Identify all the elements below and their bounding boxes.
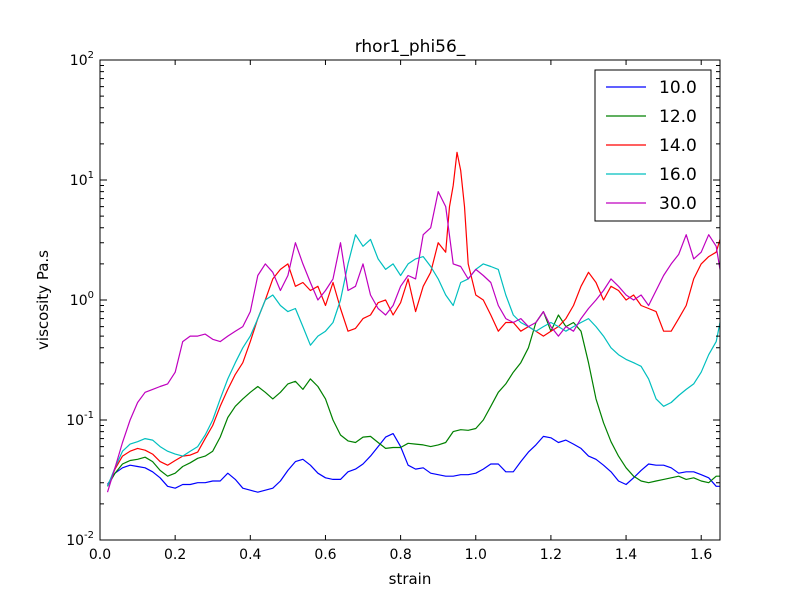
x-tick-label: 0.4 — [239, 547, 261, 563]
series-layer — [106, 151, 721, 493]
tick-layer: 0.0 0.2 0.4 0.6 0.8 1.0 1.2 1.4 1.6 10-2 10-1 100 10… — [66, 50, 720, 563]
x-tick-label: 1.4 — [615, 547, 637, 563]
chart-title: rhor1_phi56_ — [355, 37, 466, 57]
plot-frame — [99, 59, 721, 541]
x-tick-label: 0.8 — [389, 547, 411, 563]
legend-label-30.0: 30.0 — [659, 194, 697, 214]
legend-label-10.0: 10.0 — [659, 78, 697, 98]
x-axis-label: strain — [389, 570, 432, 588]
series-line-14.0 — [106, 151, 721, 487]
legend-label-14.0: 14.0 — [659, 136, 697, 156]
series-line-16.0 — [106, 234, 721, 487]
legend: 10.0 12.0 14.0 16.0 30.0 — [594, 69, 712, 222]
y-tick-label: 102 — [70, 50, 94, 69]
legend-label-12.0: 12.0 — [659, 107, 697, 127]
y-tick-label: 101 — [70, 170, 94, 189]
y-axis-label: viscosity Pa.s — [34, 250, 52, 350]
legend-label-16.0: 16.0 — [659, 165, 697, 185]
x-tick-label: 1.2 — [540, 547, 562, 563]
series-line-30.0 — [106, 191, 721, 493]
y-tick-label: 10-1 — [66, 410, 94, 429]
x-tick-label: 1.0 — [465, 547, 487, 563]
y-tick-label: 100 — [70, 290, 94, 309]
series-line-12.0 — [106, 311, 720, 487]
series-line-10.0 — [107, 433, 720, 493]
x-tick-label: 0.2 — [164, 547, 186, 563]
y-tick-label: 10-2 — [66, 530, 94, 549]
x-tick-label: 0.6 — [314, 547, 336, 563]
x-tick-label: 0.0 — [89, 547, 111, 563]
x-tick-label: 1.6 — [690, 547, 712, 563]
